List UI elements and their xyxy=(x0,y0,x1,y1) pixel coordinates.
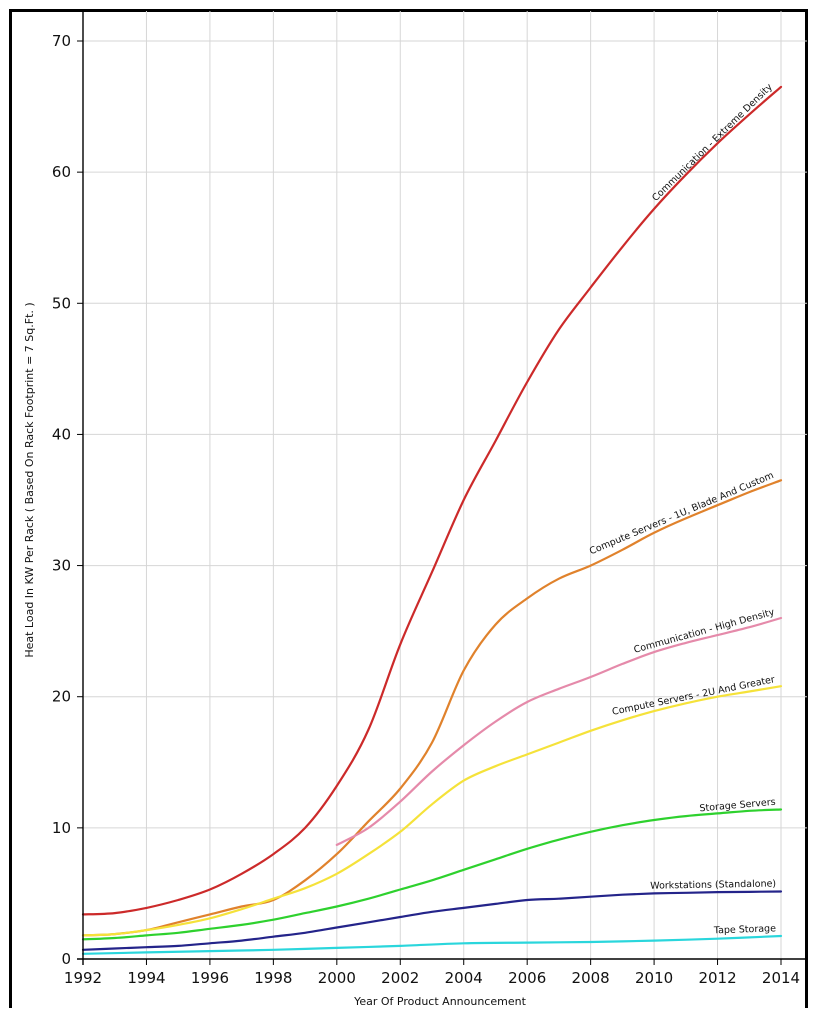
x-tick-label: 2000 xyxy=(318,969,356,987)
x-tick-label: 2008 xyxy=(572,969,610,987)
series-label-compute-servers-1u-blade-and-custom: Compute Servers - 1U, Blade And Custom xyxy=(588,470,776,557)
x-tick-label: 1996 xyxy=(191,969,229,987)
series-labels: Communication - Extreme Density Compute S… xyxy=(588,81,776,936)
x-tick-label: 2014 xyxy=(762,969,800,987)
y-tick-label: 40 xyxy=(52,425,71,443)
x-tick-label: 2012 xyxy=(698,969,736,987)
y-tick-label: 20 xyxy=(52,688,71,706)
series-label-tape-storage: Tape Storage xyxy=(713,923,777,936)
x-tick-label: 1998 xyxy=(254,969,292,987)
y-tick-label: 60 xyxy=(52,163,71,181)
axes: 0 10 20 30 40 50 60 70 1992 1994 1996 1998 2000 2002 2… xyxy=(52,11,807,987)
series-label-workstations-standalone: Workstations (Standalone) xyxy=(650,879,776,892)
x-tick-label: 2006 xyxy=(508,969,546,987)
y-tick-label: 50 xyxy=(52,294,71,312)
series-layer xyxy=(81,85,783,955)
y-tick-label: 10 xyxy=(52,819,71,837)
y-axis-title: Heat Load In KW Per Rack ( Based On Rack… xyxy=(23,302,36,657)
y-tick-label: 0 xyxy=(61,950,71,968)
x-tick-label: 2002 xyxy=(381,969,419,987)
series-line-tape-storage xyxy=(81,934,783,955)
series-label-compute-servers-2u-and-greater: Compute Servers - 2U And Greater xyxy=(611,674,776,718)
series-label-communication-extreme-density: Communication - Extreme Density xyxy=(650,81,775,203)
series-line-workstations-standalone xyxy=(81,890,783,951)
series-line-communication-high-density xyxy=(335,616,783,846)
x-tick-label: 1994 xyxy=(127,969,165,987)
y-tick-label: 30 xyxy=(52,557,71,575)
x-tick-label: 2010 xyxy=(635,969,673,987)
series-line-compute-servers-2u-and-greater xyxy=(81,685,783,937)
series-line-storage-servers xyxy=(81,808,783,941)
x-tick-label: 2004 xyxy=(445,969,483,987)
series-line-communication-extreme-density xyxy=(81,85,783,916)
y-tick-label: 70 xyxy=(52,32,71,50)
x-axis-title: Year Of Product Announcement xyxy=(353,995,526,1008)
x-tick-label: 1992 xyxy=(64,969,102,987)
series-line-compute-servers-1u-blade-and-custom xyxy=(81,479,783,937)
chart-frame xyxy=(9,9,808,1008)
